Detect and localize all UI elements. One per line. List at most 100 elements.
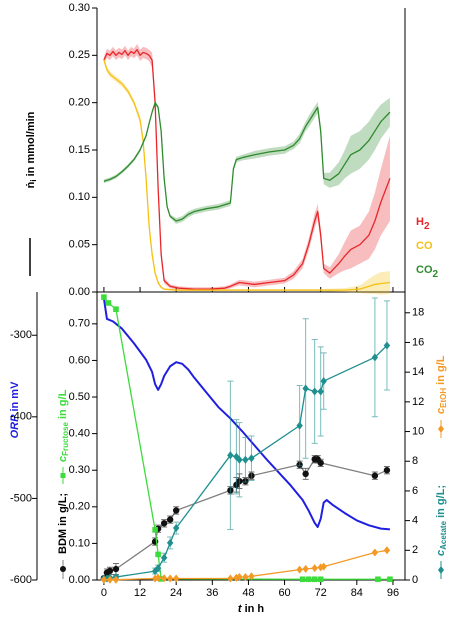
point — [166, 538, 174, 547]
legend-text: 2 — [433, 269, 439, 280]
label-part: c — [435, 550, 447, 556]
y-tick-label: 0.30 — [69, 2, 90, 14]
y-tick-label: 0.50 — [69, 391, 90, 403]
y-tick-label: 0.30 — [69, 464, 90, 476]
x-tick-label: 96 — [387, 587, 399, 599]
point — [160, 574, 168, 583]
legend-marker — [60, 566, 66, 572]
point — [317, 387, 324, 396]
y-tick-label: 0.70 — [69, 318, 90, 330]
y-tick-label: -300 — [10, 329, 32, 341]
y-axis-label: ṅi in mmol/min — [25, 111, 38, 188]
legend-marker — [438, 425, 444, 433]
legend-marker — [60, 473, 66, 478]
label-sub: Acetate — [439, 520, 448, 549]
point — [371, 353, 379, 362]
y-tick-label: 0.00 — [69, 286, 90, 298]
point — [172, 574, 180, 583]
label-sub: EtOH — [439, 388, 448, 408]
point — [106, 575, 114, 584]
point — [242, 573, 249, 582]
label-part: in g/L — [57, 389, 69, 422]
label-sub: i — [29, 179, 38, 181]
x-tick-label: 48 — [242, 587, 254, 599]
point — [101, 294, 107, 300]
y-tick-label: 12 — [412, 396, 424, 408]
point — [236, 573, 243, 582]
y-axis-label: cFructose in g/L — [57, 389, 70, 462]
label-part: t — [238, 603, 243, 615]
point — [160, 553, 168, 562]
y-axis-label: BDM in g/L; — [57, 493, 69, 554]
point — [371, 548, 379, 557]
y-tick-label: 0.40 — [69, 428, 90, 440]
point — [302, 470, 309, 478]
point — [317, 576, 324, 583]
point — [383, 341, 391, 350]
y-tick-label: -500 — [10, 492, 32, 504]
x-axis-label: t in h — [238, 603, 265, 615]
y-tick-label: 10 — [412, 425, 424, 437]
point — [112, 565, 120, 573]
y-tick-label: 16 — [412, 336, 424, 348]
legend-entry: CO2 — [416, 264, 439, 280]
point — [375, 576, 381, 583]
y2-axis-label: cEtOH in g/L — [435, 355, 448, 414]
point — [155, 551, 161, 558]
point — [371, 472, 379, 479]
point — [227, 451, 234, 460]
y-tick-label: 0.00 — [69, 574, 90, 586]
point — [320, 377, 327, 386]
point — [227, 574, 234, 583]
y-tick-label: 14 — [412, 366, 424, 378]
legend-text: CO — [416, 264, 433, 276]
y-tick-label: 0.20 — [69, 97, 90, 109]
point — [305, 576, 312, 583]
point — [242, 455, 249, 464]
point — [106, 567, 114, 575]
y-tick-label: 0 — [412, 574, 418, 586]
point — [248, 572, 255, 581]
legend-marker — [438, 566, 444, 574]
y-tick-label: 2 — [412, 544, 418, 556]
x-tick-label: 36 — [206, 587, 218, 599]
series-line — [102, 298, 391, 531]
x-tick-label: 72 — [315, 587, 327, 599]
point — [296, 565, 303, 574]
y2-axis-label: cAcetate in g/L; — [435, 485, 448, 556]
legend-text: CO — [416, 240, 433, 252]
x-tick-label: 12 — [134, 587, 146, 599]
x-tick-label: 24 — [170, 587, 182, 599]
x-tick-label: 0 — [101, 587, 107, 599]
legend-text: H — [416, 216, 424, 228]
y-tick-label: 0.10 — [69, 537, 90, 549]
legend-text: 2 — [424, 221, 430, 232]
y3-axis-label: ORP in mV — [9, 381, 21, 439]
y-tick-label: -600 — [10, 574, 32, 586]
series-line — [103, 102, 391, 222]
point — [172, 524, 180, 533]
point — [158, 576, 164, 582]
series-line — [103, 59, 391, 291]
y-tick-label: 0.10 — [69, 191, 90, 203]
point — [311, 387, 318, 396]
point — [296, 421, 303, 430]
point — [299, 576, 306, 583]
label-part: in mV — [9, 381, 21, 415]
point — [154, 573, 162, 582]
point — [248, 454, 255, 463]
label-part: ṅ — [25, 181, 37, 188]
x-tick-label: 60 — [278, 587, 290, 599]
point — [166, 574, 174, 583]
point — [311, 576, 318, 583]
point — [105, 300, 112, 306]
label-part: BDM in g/L; — [57, 493, 69, 554]
y-tick-label: -400 — [10, 411, 32, 423]
label-part: c — [57, 456, 69, 462]
point — [113, 306, 119, 312]
y-tick-label: 6 — [412, 485, 418, 497]
point — [152, 527, 158, 533]
point — [317, 459, 324, 467]
y-tick-label: 0.25 — [69, 49, 90, 61]
